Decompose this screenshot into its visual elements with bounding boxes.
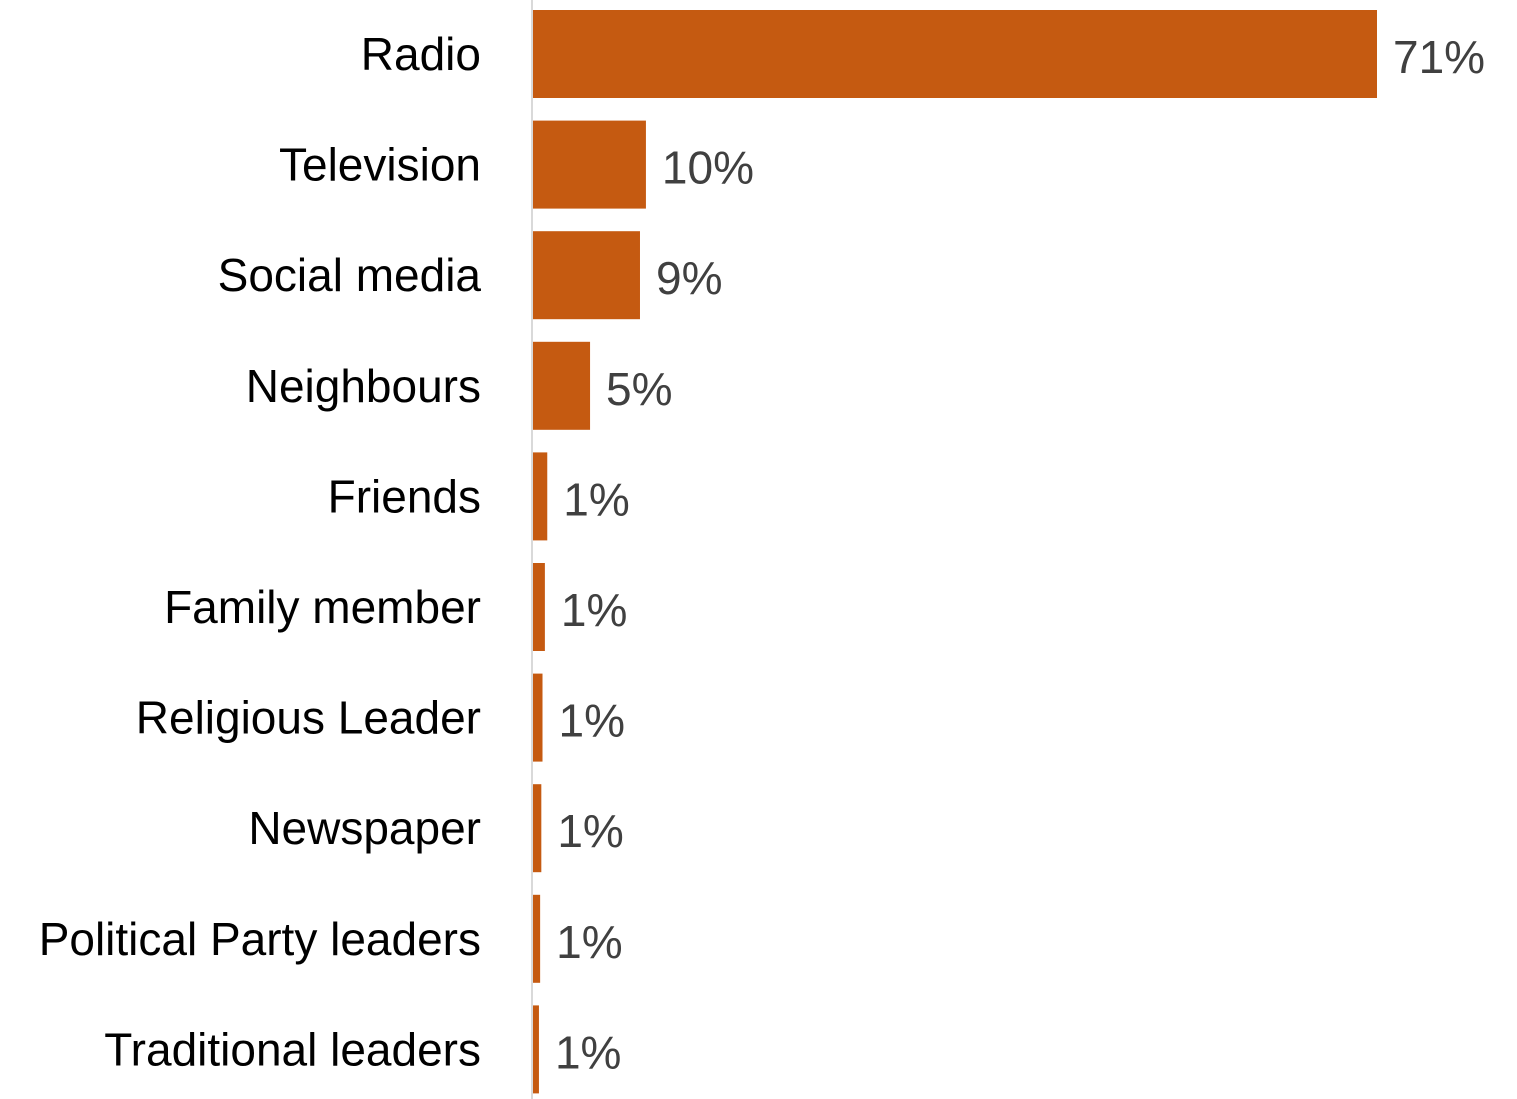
category-label: Social media (218, 249, 482, 301)
bars-group (533, 10, 1377, 1094)
category-label: Television (279, 139, 481, 191)
value-label: 1% (559, 695, 625, 747)
bar-religious-leader (533, 673, 543, 762)
value-label: 1% (557, 805, 623, 857)
value-label: 1% (555, 1026, 621, 1078)
value-label: 9% (656, 252, 722, 304)
category-label: Family member (164, 581, 481, 633)
value-labels-group: 71% 10% 9% 5% 1% 1% 1% 1% 1% 1% (555, 31, 1485, 1078)
value-label: 5% (606, 363, 672, 415)
category-label: Traditional leaders (104, 1023, 481, 1075)
value-label: 71% (1393, 31, 1485, 83)
bar-television (533, 120, 646, 209)
category-labels-group: Radio Television Social media Neighbours Fri… (39, 28, 482, 1075)
value-label: 1% (556, 916, 622, 968)
category-label: Radio (361, 28, 481, 80)
bar-family-member (533, 563, 545, 651)
bar-friends (533, 452, 548, 541)
value-label: 1% (563, 473, 629, 525)
category-label: Newspaper (248, 802, 481, 854)
bar-newspaper (533, 784, 542, 873)
category-label: Friends (328, 470, 481, 522)
bar-social-media (533, 231, 640, 320)
bar-neighbours (533, 341, 591, 430)
category-label: Religious Leader (136, 692, 481, 744)
category-label: Political Party leaders (39, 913, 481, 965)
bar-traditional-leaders (533, 1005, 539, 1094)
value-label: 1% (561, 584, 627, 636)
bar-political-party-leaders (533, 894, 541, 983)
category-label: Neighbours (246, 360, 481, 412)
bar-radio (533, 10, 1377, 98)
value-label: 10% (662, 142, 754, 194)
